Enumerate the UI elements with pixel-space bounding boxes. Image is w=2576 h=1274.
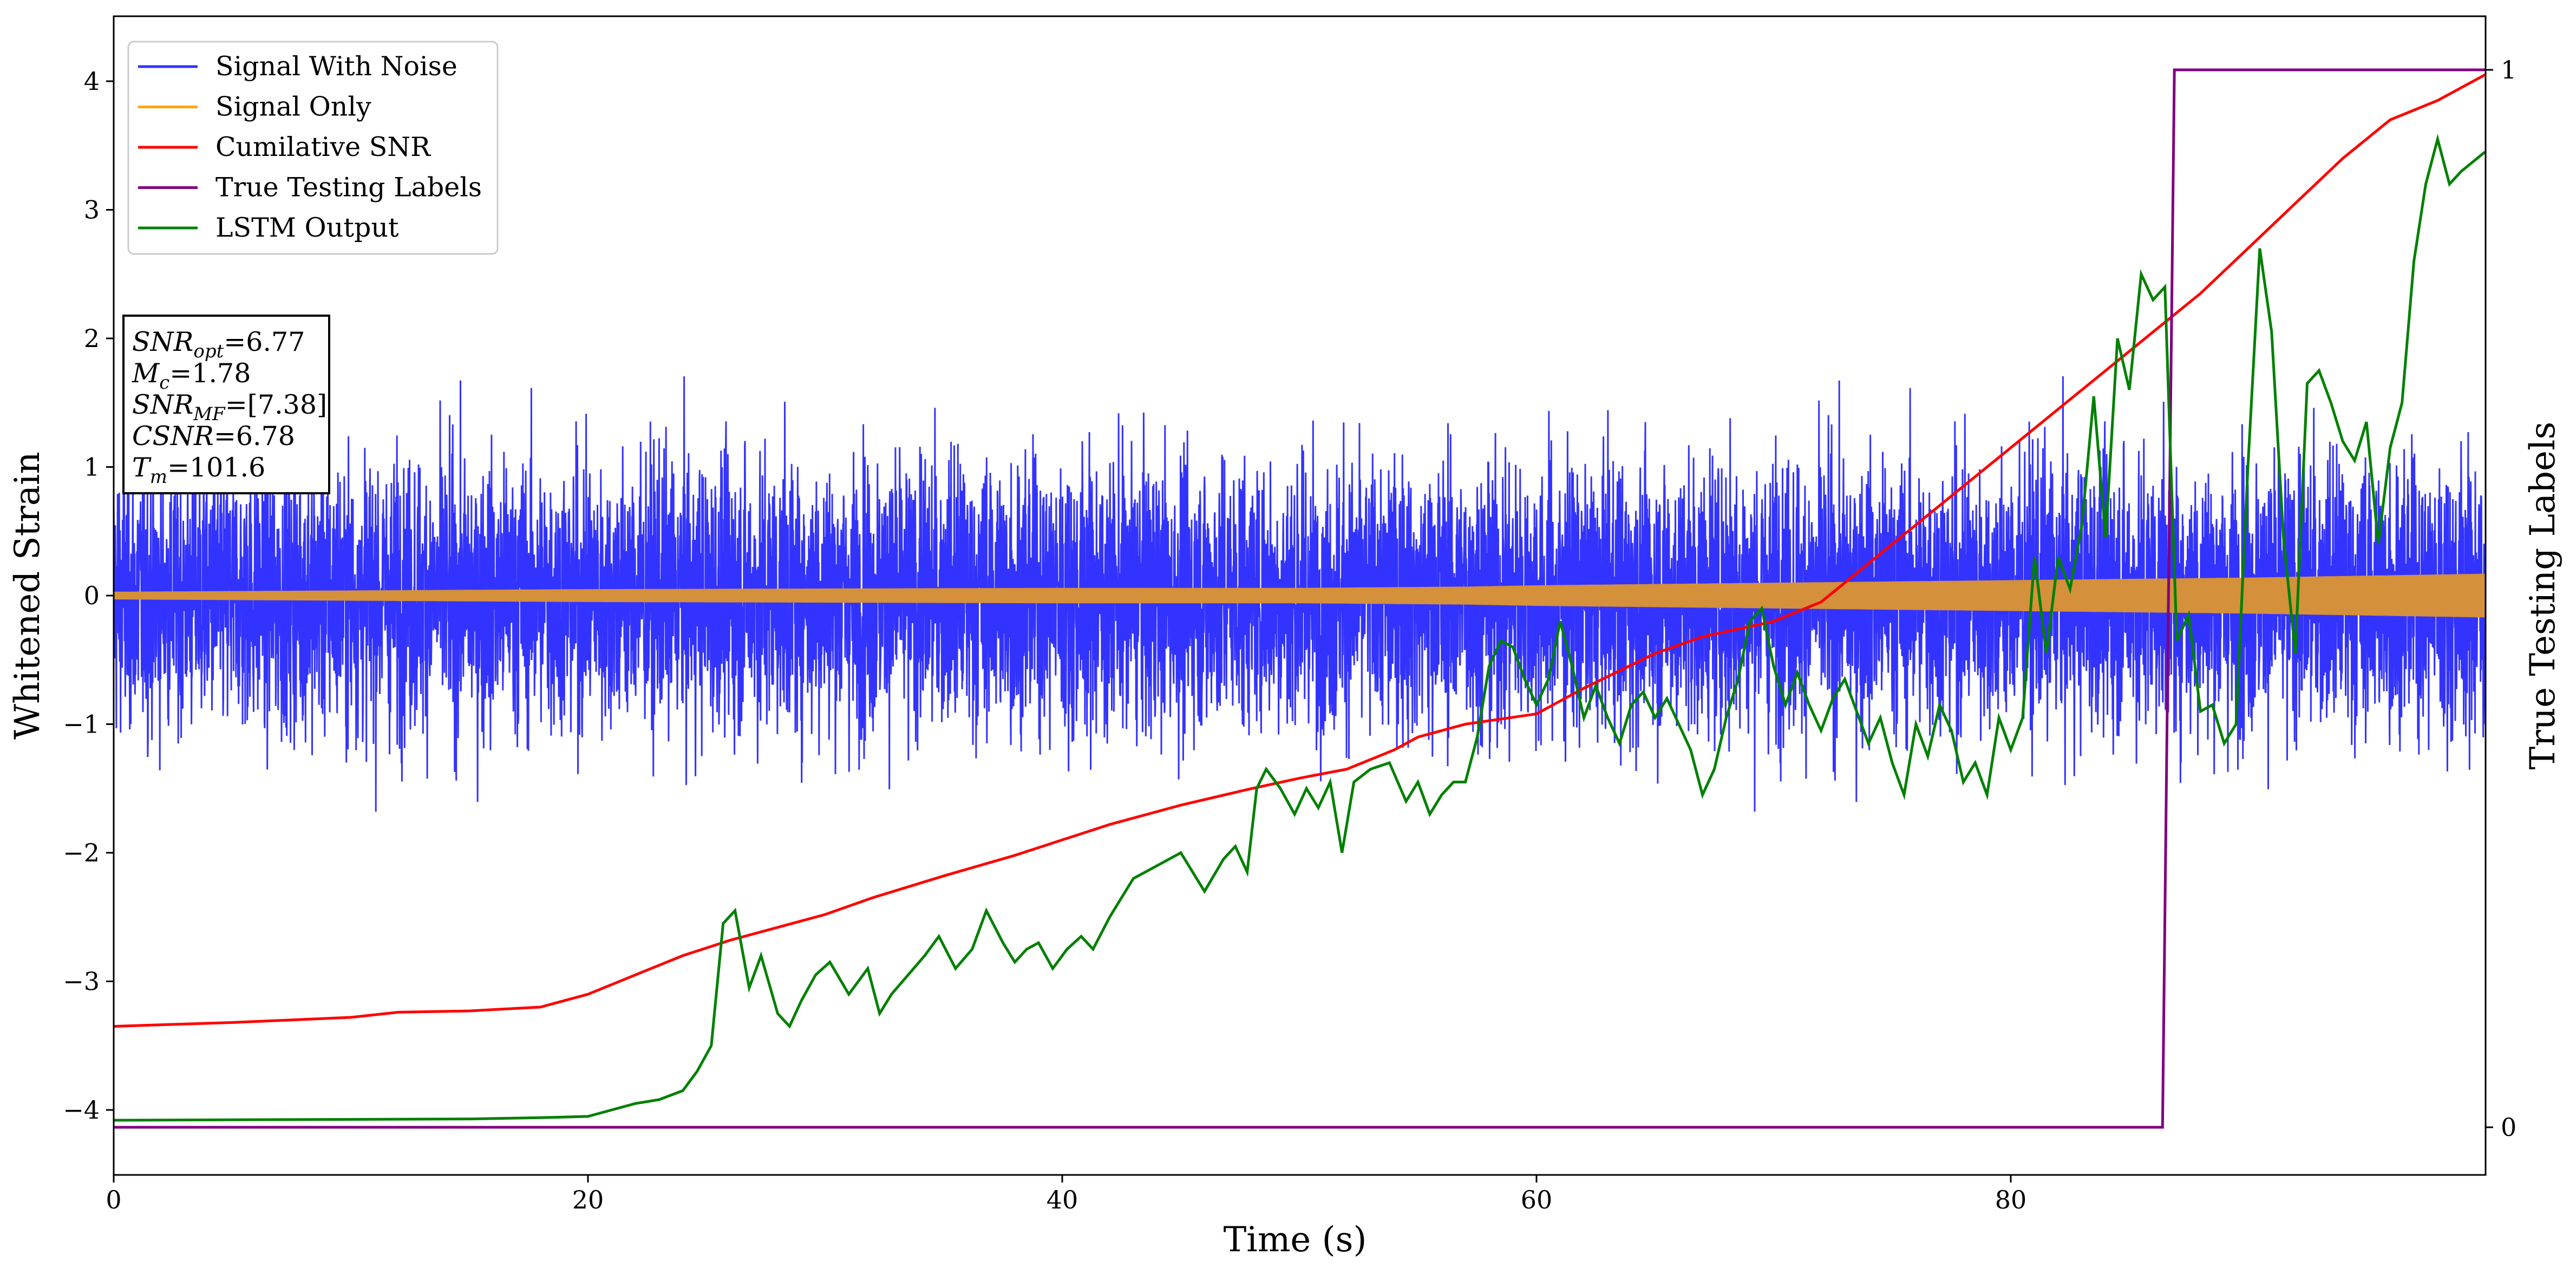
legend: Signal With Noise Signal Only Cumilative S… <box>127 41 499 255</box>
y-tick-label: 4 <box>84 67 100 96</box>
y-axis-label: Whitened Strain <box>8 452 48 739</box>
legend-label: True Testing Labels <box>215 172 482 203</box>
info-box-frame <box>122 315 330 494</box>
info-box: SNRopt=6.77Mc=1.78SNRMF=[7.38]CSNR=6.78T… <box>122 315 330 494</box>
y-right-tick-label: 0 <box>2501 1113 2516 1142</box>
info-line: Tm=101.6 <box>132 452 265 488</box>
legend-box <box>127 41 499 255</box>
series-true-testing-labels <box>114 68 2485 1129</box>
y-tick-label: 3 <box>84 195 100 225</box>
legend-label: Signal Only <box>215 92 371 122</box>
info-line: SNRMF=[7.38] <box>132 389 327 425</box>
y-right-tick-label: 1 <box>2501 55 2516 84</box>
y-tick-label: −4 <box>63 1095 100 1125</box>
series-signal-only <box>114 573 2485 618</box>
y-tick-label: 0 <box>84 581 100 610</box>
legend-label: LSTM Output <box>215 212 399 243</box>
plot-area <box>114 68 2486 1129</box>
y-axis-right: 01 <box>2486 55 2516 1142</box>
x-axis: 0 20 40 60 80 <box>106 1175 2026 1214</box>
x-tick-label: 80 <box>1995 1185 2027 1214</box>
y-tick-label: −1 <box>63 710 100 739</box>
series-lstm-output <box>114 134 2486 1122</box>
y-tick-label: 1 <box>84 453 100 482</box>
y-tick-label: −2 <box>63 838 100 867</box>
x-tick-label: 0 <box>106 1185 121 1214</box>
y-axis-left: −4 −3 −2 −1 0 1 2 3 4 <box>63 67 114 1125</box>
series-cumilative-snr <box>114 73 2486 1028</box>
x-tick-label: 20 <box>572 1185 604 1214</box>
x-tick-label: 40 <box>1047 1185 1078 1214</box>
y-axis-right-label: True Testing Labels <box>2523 422 2563 770</box>
x-tick-label: 60 <box>1521 1185 1553 1214</box>
y-tick-label: 2 <box>84 324 100 353</box>
y-tick-label: −3 <box>63 967 100 996</box>
info-line: CSNR=6.78 <box>132 421 295 452</box>
x-axis-label: Time (s) <box>1224 1220 1367 1260</box>
info-line: Mc=1.78 <box>132 358 251 394</box>
legend-label: Cumilative SNR <box>215 132 431 162</box>
info-line: SNRopt=6.77 <box>132 326 305 362</box>
legend-label: Signal With Noise <box>215 51 457 82</box>
